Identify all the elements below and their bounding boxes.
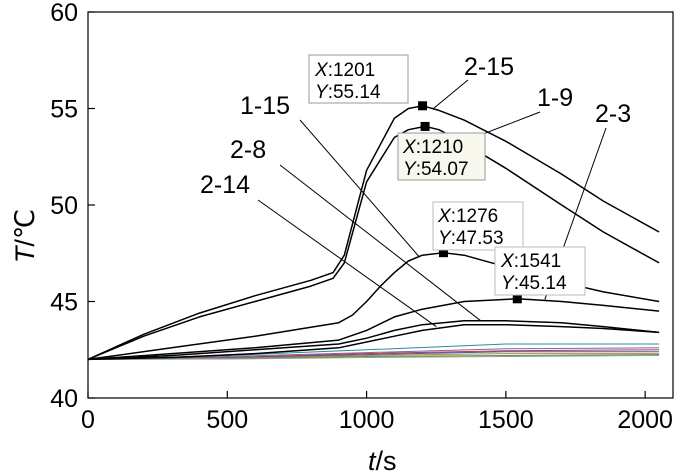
y-axis-label: T/℃ bbox=[10, 209, 40, 263]
y-axis-unit: /℃ bbox=[10, 209, 40, 247]
datatip-1201: X:1201 Y:55.14 bbox=[308, 54, 409, 104]
datatip-y-key: Y bbox=[315, 82, 329, 103]
datatip-x-key: X bbox=[437, 206, 452, 227]
series-group bbox=[87, 105, 660, 361]
datatip-x-value: :1201 bbox=[328, 60, 376, 81]
callout-leader-1-15 bbox=[299, 119, 420, 258]
callout-label-2-3: 2-3 bbox=[595, 100, 631, 128]
datatip-markers-group bbox=[418, 101, 522, 304]
callout-leader-2-8 bbox=[279, 164, 482, 322]
callout-label-2-15: 2-15 bbox=[464, 53, 514, 81]
datatip-y-key: Y bbox=[438, 228, 452, 249]
x-tick-label: 1500 bbox=[478, 406, 534, 434]
datatip-x-value: :1541 bbox=[514, 251, 562, 272]
datatip-x-key: X bbox=[500, 251, 515, 272]
y-axis-variable: T bbox=[10, 244, 40, 263]
series-line-2-3 bbox=[87, 298, 660, 361]
callout-leader-2-14 bbox=[257, 199, 437, 327]
datatip-x-key: X bbox=[314, 60, 329, 81]
callout-label-1-15: 1-15 bbox=[240, 92, 290, 120]
series-line-2-8 bbox=[87, 320, 660, 361]
callout-label-2-14: 2-14 bbox=[200, 171, 250, 199]
datatip-marker-1201 bbox=[418, 101, 428, 111]
ticks-group bbox=[87, 11, 646, 399]
svg-text:Y:55.14: Y:55.14 bbox=[315, 82, 381, 103]
datatip-marker-1276 bbox=[438, 248, 448, 258]
x-axis-label: t/s bbox=[368, 446, 397, 476]
x-tick-label: 0 bbox=[81, 406, 95, 434]
datatip-1276: X:1276 Y:47.53 bbox=[432, 201, 524, 251]
x-axis-variable: t bbox=[368, 446, 377, 476]
svg-text:X:1201: X:1201 bbox=[314, 60, 375, 81]
svg-text:Y:54.07: Y:54.07 bbox=[403, 159, 469, 180]
x-tick-label: 1000 bbox=[339, 406, 395, 434]
y-tick-label: 45 bbox=[50, 289, 78, 317]
datatip-1210: X:1210 Y:54.07 bbox=[397, 132, 486, 181]
svg-text:Y:47.53: Y:47.53 bbox=[438, 228, 504, 249]
datatip-x-key: X bbox=[402, 137, 417, 158]
datatip-y-key: Y bbox=[501, 273, 515, 294]
svg-text:X:1541: X:1541 bbox=[500, 251, 561, 272]
datatip-y-value: :45.14 bbox=[514, 273, 567, 294]
datatip-x-value: :1276 bbox=[451, 206, 499, 227]
callout-label-1-9: 1-9 bbox=[537, 84, 573, 112]
callout-leader-2-15 bbox=[433, 79, 469, 109]
datatip-y-value: :47.53 bbox=[451, 228, 504, 249]
series-line-1-9 bbox=[87, 125, 660, 361]
datatip-marker-1541 bbox=[512, 294, 522, 304]
datatip-1541: X:1541 Y:45.14 bbox=[494, 246, 586, 296]
series-line-2-14 bbox=[87, 323, 660, 361]
callout-label-2-8: 2-8 bbox=[230, 136, 266, 164]
datatip-x-value: :1210 bbox=[416, 137, 464, 158]
y-tick-label: 60 bbox=[50, 0, 78, 27]
svg-text:X:1276: X:1276 bbox=[437, 206, 498, 227]
tick-labels-group: 0 500 1000 1500 2000 40 45 50 55 60 bbox=[50, 0, 673, 434]
series-line-2-15 bbox=[87, 105, 660, 361]
svg-text:X:1210: X:1210 bbox=[402, 137, 463, 158]
y-tick-label: 50 bbox=[50, 192, 78, 220]
x-tick-label: 500 bbox=[206, 406, 248, 434]
datatip-y-key: Y bbox=[403, 159, 417, 180]
datatip-y-value: :55.14 bbox=[328, 82, 381, 103]
x-axis-unit: /s bbox=[376, 446, 397, 476]
baseline-series-line-7 bbox=[87, 355, 660, 360]
datatip-y-value: :54.07 bbox=[416, 159, 469, 180]
y-tick-label: 55 bbox=[50, 96, 78, 124]
datatip-marker-1210 bbox=[420, 121, 430, 131]
x-tick-label: 2000 bbox=[617, 406, 673, 434]
svg-text:Y:45.14: Y:45.14 bbox=[501, 273, 567, 294]
y-tick-label: 40 bbox=[50, 385, 78, 413]
